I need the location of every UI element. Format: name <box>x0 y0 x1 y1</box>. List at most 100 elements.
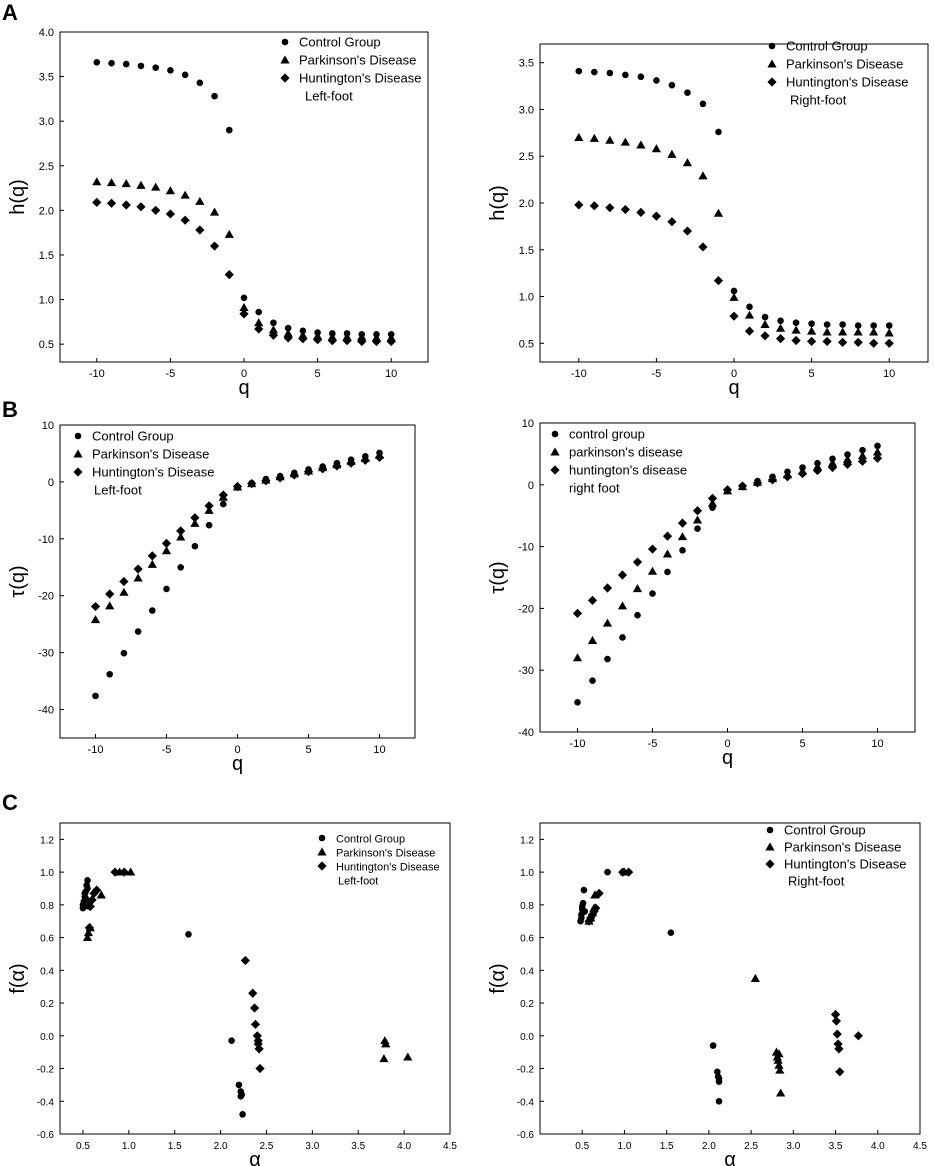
legend: Control Group Parkinson's Disease Huntingt… <box>73 429 214 498</box>
data-point <box>853 327 863 336</box>
y-tick-label: -0.2 <box>37 1065 55 1076</box>
data-point <box>838 337 848 347</box>
data-point <box>857 456 868 466</box>
data-point <box>218 490 228 500</box>
x-tick-label: -5 <box>162 744 172 756</box>
x-axis-label: q <box>238 377 249 399</box>
data-point <box>667 217 677 227</box>
x-tick-label: 4.5 <box>443 1141 457 1152</box>
data-point <box>602 618 613 627</box>
data-point <box>270 319 277 327</box>
data-point <box>636 207 646 217</box>
data-point <box>313 335 323 345</box>
legend-foot-note: Right-foot <box>790 93 847 108</box>
data-point <box>699 100 707 108</box>
data-point <box>151 182 161 191</box>
data-point <box>715 128 722 136</box>
data-point <box>807 336 817 347</box>
data-point <box>634 611 641 619</box>
y-tick-label: 1.0 <box>519 292 534 304</box>
data-point <box>360 455 370 465</box>
y-tick-label: -30 <box>38 648 54 660</box>
y-tick-label: -20 <box>518 603 534 615</box>
data-point <box>357 332 367 341</box>
legend-foot-note: Left-foot <box>338 876 378 888</box>
x-tick-label: 0 <box>241 368 247 380</box>
data-point <box>694 525 701 532</box>
data-point <box>589 133 599 142</box>
legend-label: Huntington's Disease <box>784 857 906 872</box>
y-axis-label: h(q) <box>7 179 29 215</box>
chart-a-right: -10 -5 0 5 10 0.5 1.0 1.5 2.0 2.5 3.0 3.5 q h(q) Contr… <box>487 39 929 399</box>
data-point <box>235 1081 243 1089</box>
x-tick-label: 0.5 <box>575 1141 589 1152</box>
x-tick-label: -10 <box>89 368 105 380</box>
y-tick-label: 0.5 <box>39 339 54 351</box>
data-point <box>761 313 769 321</box>
data-point <box>668 81 676 89</box>
y-tick-label: 0.8 <box>40 901 54 912</box>
data-point <box>254 318 264 327</box>
y-tick-label: 2.0 <box>519 198 534 210</box>
legend-marker <box>74 432 82 440</box>
data-point <box>346 458 356 468</box>
series-huntington-s-disease <box>84 867 265 1074</box>
data-point <box>839 321 846 328</box>
plot-frame <box>59 822 451 1135</box>
data-point <box>587 910 597 920</box>
data-point <box>729 292 739 301</box>
data-point <box>842 454 853 463</box>
x-tick-label: -5 <box>648 738 658 750</box>
y-tick-label: -0.6 <box>37 1130 55 1141</box>
legend: Control Group Parkinson's Disease Huntingt… <box>765 823 906 889</box>
data-point <box>808 320 815 327</box>
data-point <box>254 1044 264 1054</box>
y-tick-label: -30 <box>518 665 534 677</box>
data-point <box>289 470 299 480</box>
data-point <box>619 634 626 641</box>
data-point <box>90 601 101 612</box>
data-point <box>823 321 831 328</box>
legend-label: huntington's disease <box>569 463 687 478</box>
data-point <box>859 446 866 454</box>
x-tick-label: 10 <box>385 368 397 380</box>
legend-label: Control Group <box>336 834 405 846</box>
data-point <box>87 895 97 905</box>
data-point <box>713 208 724 217</box>
data-point <box>371 336 382 347</box>
data-point <box>232 481 243 492</box>
data-point <box>268 325 279 334</box>
y-tick-label: 3.0 <box>39 116 54 128</box>
data-point <box>667 149 677 158</box>
x-tick-label: 5 <box>315 368 321 380</box>
data-point <box>618 867 628 877</box>
legend-label: Control Group <box>784 823 866 838</box>
legend-label: Parkinson's Disease <box>92 447 209 462</box>
data-point <box>403 1052 413 1061</box>
data-point <box>119 867 129 877</box>
legend-marker <box>318 834 326 842</box>
data-point <box>580 886 588 894</box>
legend: control group parkinson's disease huntingt… <box>550 427 687 496</box>
series-huntington-s-disease <box>584 867 863 1077</box>
data-point <box>774 1060 784 1069</box>
x-tick-label: 4.0 <box>397 1141 411 1152</box>
x-tick-label: -5 <box>652 368 662 380</box>
x-tick-label: 1.5 <box>168 1141 182 1152</box>
y-axis-label: f(α) <box>7 963 29 993</box>
data-point <box>831 1016 841 1026</box>
legend-label: Huntington's Disease <box>299 71 421 86</box>
y-tick-label: -40 <box>518 727 534 739</box>
series-huntington-s-disease <box>574 200 894 348</box>
data-point <box>136 202 146 212</box>
data-point <box>575 67 583 75</box>
y-tick-label: -20 <box>38 591 54 603</box>
data-point <box>707 493 718 503</box>
data-point <box>105 601 115 610</box>
legend-marker <box>551 430 559 438</box>
chart-b-right: -10 -5 0 5 10 -40 -30 -20 -10 0 10 q τ(q) control gro… <box>487 418 916 769</box>
data-point <box>773 1055 783 1064</box>
data-point <box>760 331 770 341</box>
y-tick-label: 2.5 <box>519 151 534 163</box>
data-point <box>133 573 143 582</box>
